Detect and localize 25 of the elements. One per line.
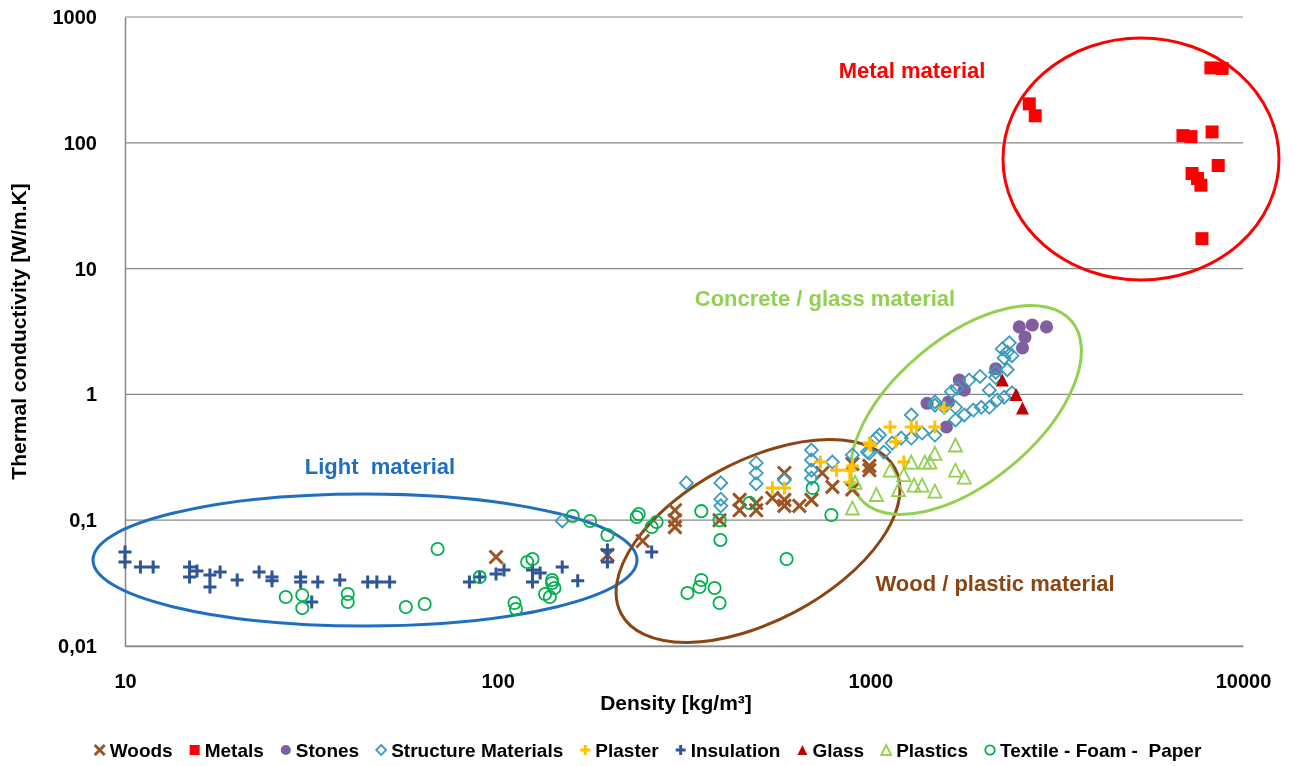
x-tick-label: 1000 xyxy=(848,670,894,693)
legend-label: Stones xyxy=(295,740,360,761)
y-tick-label: 10 xyxy=(74,257,97,280)
x-tick-label: 10000 xyxy=(1215,670,1272,693)
y-tick-label: 0,01 xyxy=(58,634,97,657)
legend-label: Plastics xyxy=(896,740,968,761)
y-tick-label: 0,1 xyxy=(69,509,97,532)
x-axis-title: Density [kg/m³] xyxy=(600,691,752,714)
legend-label: Plaster xyxy=(595,740,660,761)
legend-label: Textile - Foam - Paper xyxy=(1000,740,1202,761)
legend-label: Glass xyxy=(812,740,865,761)
legend-label: Woods xyxy=(109,740,173,761)
annotation: Concrete / glass material xyxy=(694,286,956,311)
y-tick-label: 100 xyxy=(63,131,97,154)
y-axis-title: Thermal conductivity [W/m.K] xyxy=(7,183,30,480)
annotation: Wood / plastic material xyxy=(875,571,1115,596)
annotation: Light material xyxy=(304,454,456,479)
legend-label: Metals xyxy=(204,740,264,761)
y-tick-label: 1 xyxy=(85,383,97,406)
x-tick-label: 10 xyxy=(114,670,137,693)
legend-label: Structure Materials xyxy=(391,740,564,761)
legend-label: Insulation xyxy=(690,740,781,761)
y-tick-label: 1000 xyxy=(52,5,97,28)
annotation: Metal material xyxy=(838,58,986,83)
x-tick-label: 100 xyxy=(481,670,515,693)
